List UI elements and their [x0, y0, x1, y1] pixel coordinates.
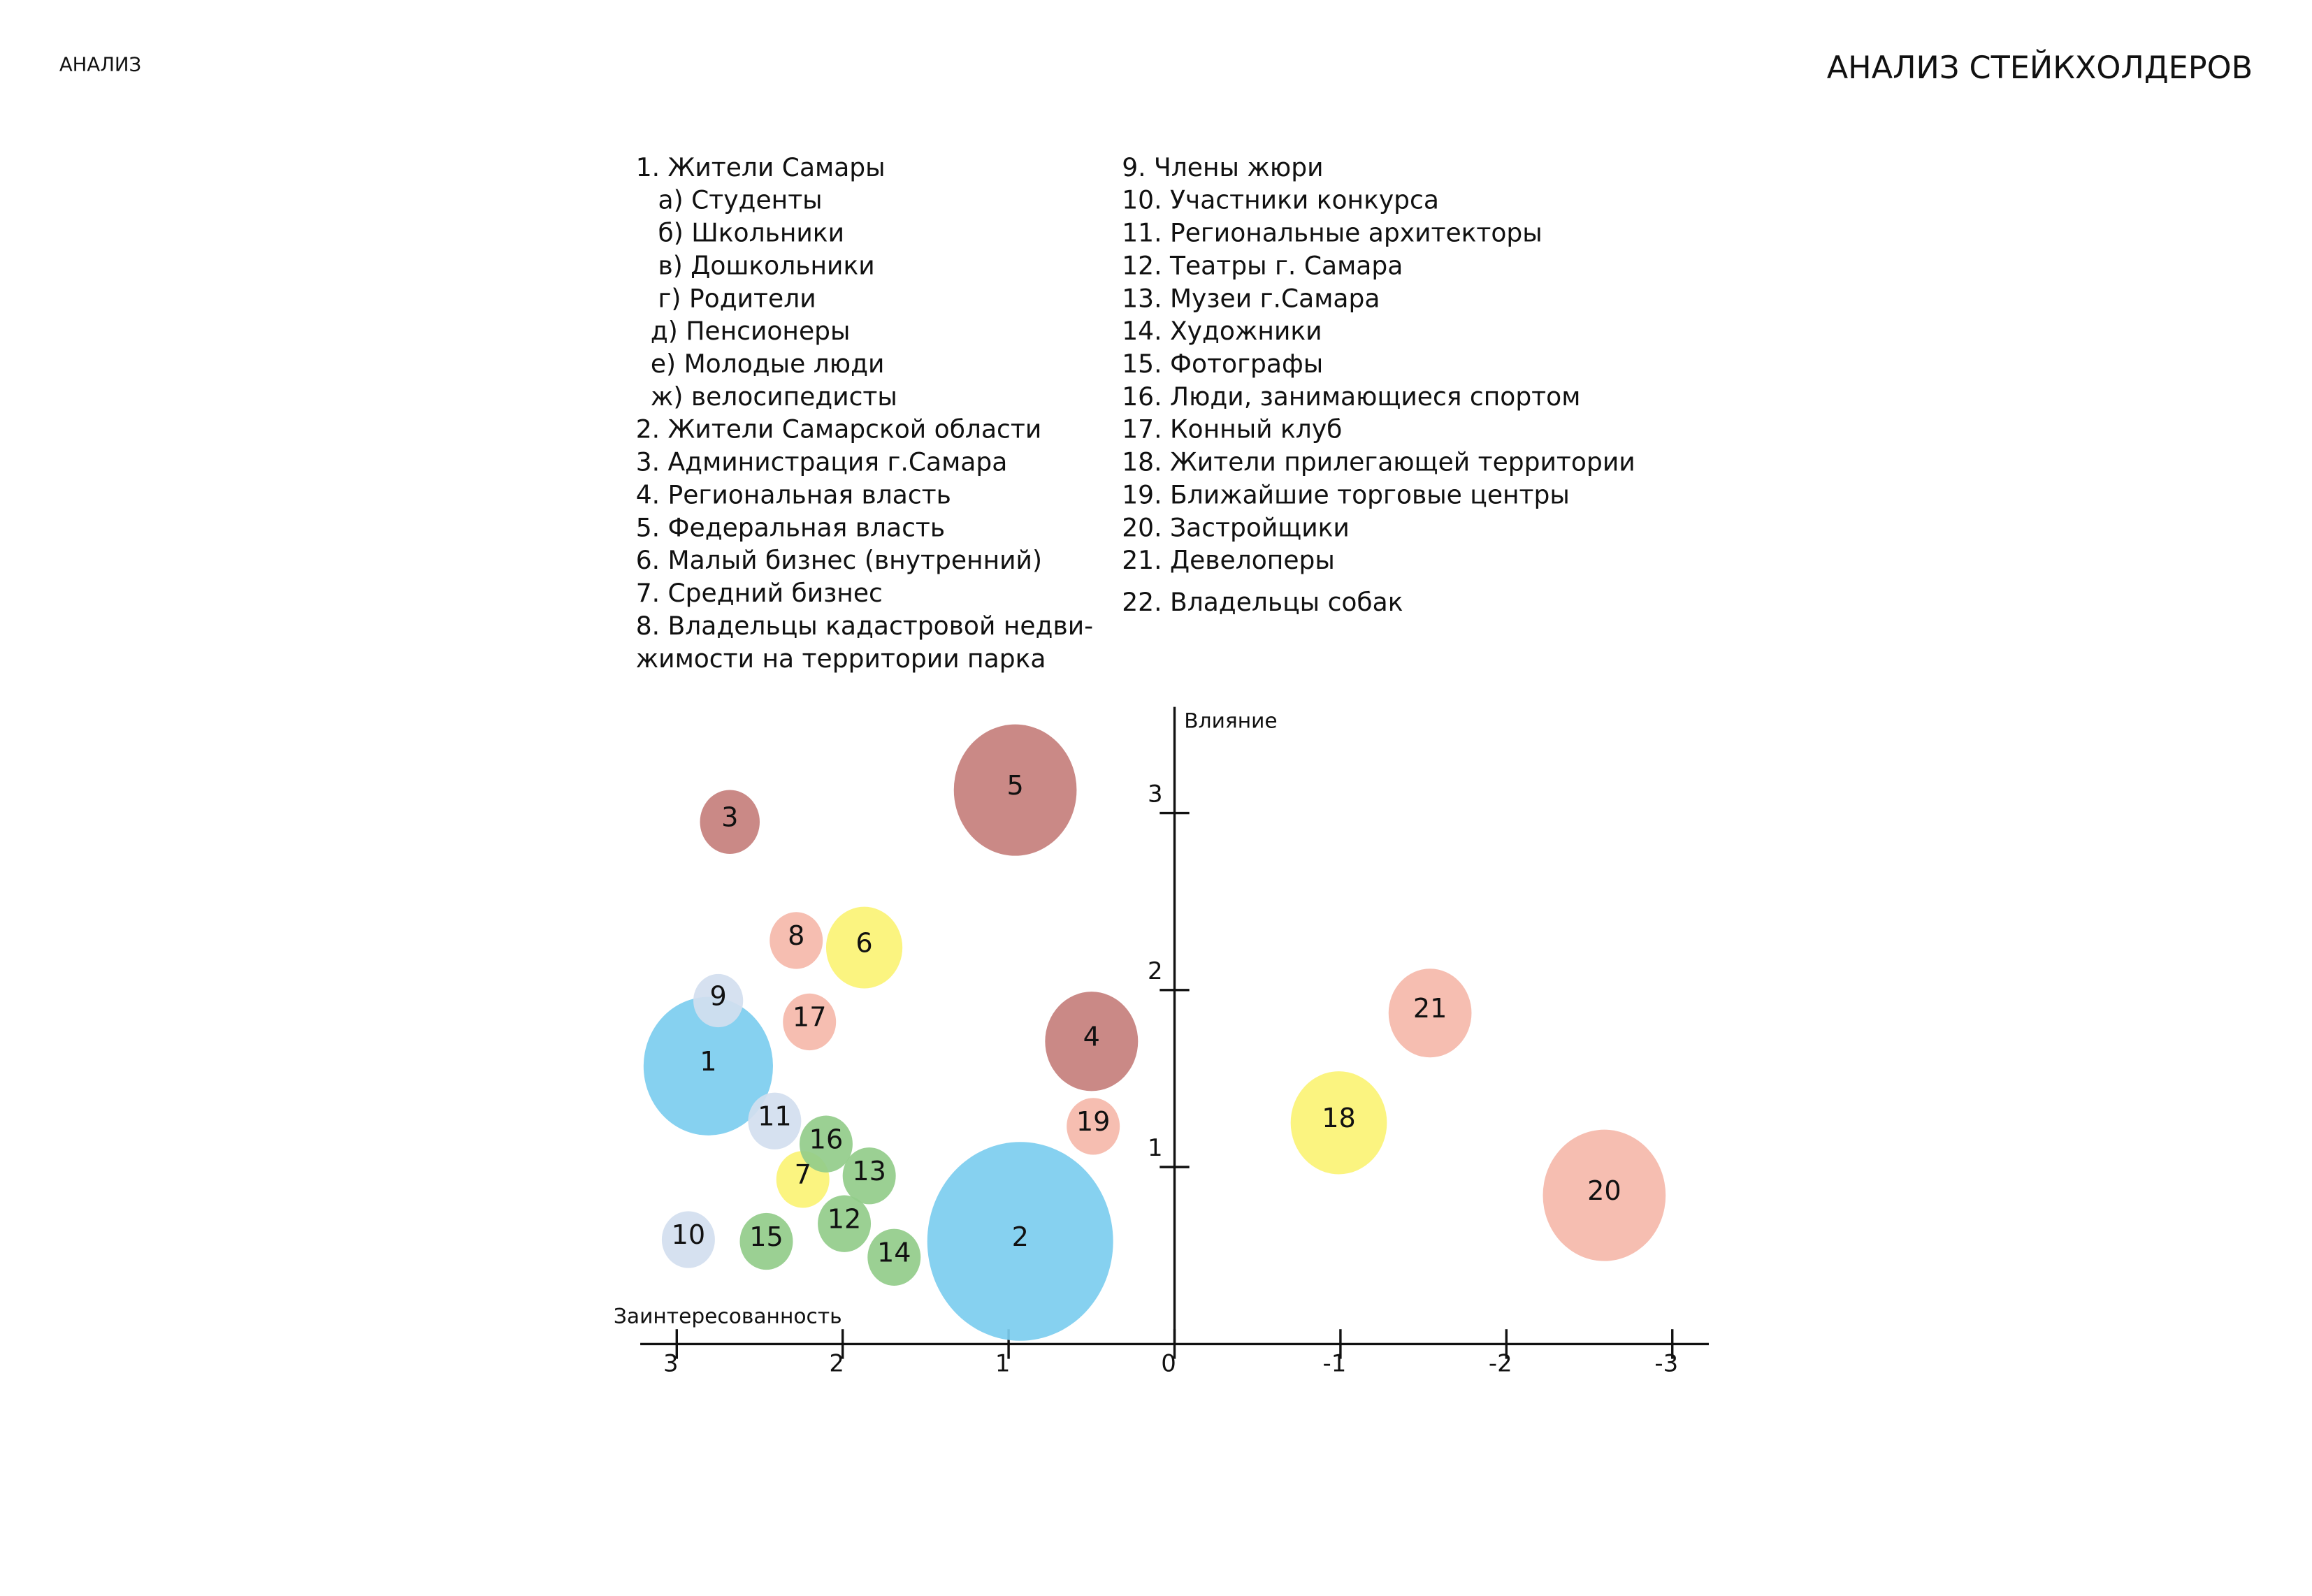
note-line: 15. Фотографы [1122, 350, 1323, 379]
bubble [867, 1228, 921, 1286]
x-tick-label: -3 [1654, 1350, 1678, 1377]
bubble-label: 14 [877, 1238, 911, 1268]
x-tick-label: 1 [995, 1350, 1011, 1377]
section-label: АНАЛИЗ [59, 53, 141, 75]
bubble-label: 15 [749, 1221, 783, 1252]
bubble-label: 4 [1083, 1022, 1100, 1052]
bubble [799, 1115, 853, 1173]
bubble [748, 1092, 802, 1149]
y-tick-label: 2 [1148, 957, 1163, 985]
note-line: 14. Художники [1122, 317, 1322, 346]
note-line: 19. Ближайшие торговые центры [1122, 481, 1570, 509]
note-line: 17. Конный клуб [1122, 416, 1342, 444]
x-axis-label: Заинтересованность [614, 1304, 842, 1328]
bubble [953, 724, 1077, 856]
note-line: ж) велосипедисты [651, 383, 897, 412]
x-tick-label: 3 [663, 1350, 679, 1377]
bubble [825, 906, 903, 989]
note-line: 2. Жители Самарской области [636, 416, 1042, 444]
note-line: жимости на территории парка [636, 645, 1046, 674]
bubble-label: 3 [721, 801, 738, 832]
note-line: 1. Жители Самары [636, 154, 886, 182]
note-line: 4. Региональная власть [636, 481, 951, 509]
x-tick-label: 0 [1161, 1350, 1176, 1377]
bubble [783, 993, 837, 1051]
bubble [643, 996, 773, 1136]
y-tick-label: 3 [1148, 781, 1163, 808]
bubble [739, 1212, 793, 1270]
bubble [842, 1147, 896, 1205]
x-tick-label: -2 [1489, 1350, 1512, 1377]
bubble-label: 5 [1006, 770, 1023, 801]
note-line: 22. Владельцы собак [1122, 588, 1403, 617]
y-tick-label: 1 [1148, 1134, 1163, 1161]
note-line: 21. Девелоперы [1122, 546, 1335, 575]
note-line: 16. Люди, занимающиеся спортом [1122, 383, 1580, 412]
bubble-label: 1 [700, 1046, 716, 1077]
x-tick-label: 2 [829, 1350, 844, 1377]
note-line: 10. Участники конкурса [1122, 187, 1439, 215]
bubble-label: 2 [1012, 1221, 1029, 1252]
note-line: д) Пенсионеры [651, 317, 851, 346]
note-line: г) Родители [658, 284, 816, 313]
note-line: 13. Музеи г.Самара [1122, 284, 1380, 313]
bubble-label: 16 [809, 1124, 844, 1154]
bubble-label: 7 [795, 1159, 811, 1190]
note-line: 8. Владельцы кадастровой недви- [636, 612, 1093, 641]
note-line: е) Молодые люди [651, 350, 885, 379]
note-line: в) Дошкольники [658, 252, 875, 280]
bubble-label: 9 [710, 980, 727, 1011]
bubble [927, 1142, 1113, 1341]
bubble [1045, 992, 1139, 1091]
note-line: 18. Жители прилегающей территории [1122, 449, 1635, 477]
x-tick-label: -1 [1323, 1350, 1347, 1377]
note-line: 7. Средний бизнес [636, 579, 883, 608]
note-line: 3. Администрация г.Самара [636, 449, 1008, 477]
note-line: а) Студенты [658, 187, 823, 215]
bubble [1067, 1098, 1120, 1155]
bubble-label: 21 [1413, 993, 1447, 1024]
bubble-label: 11 [758, 1101, 792, 1132]
note-line: 9. Члены жюри [1122, 154, 1323, 182]
bubble-label: 13 [852, 1156, 886, 1187]
bubble [1542, 1129, 1666, 1261]
bubble-label: 19 [1076, 1106, 1111, 1137]
bubble [700, 790, 760, 854]
bubble [1388, 969, 1472, 1058]
bubble [818, 1195, 872, 1252]
page-title: АНАЛИЗ СТЕЙКХОЛДЕРОВ [1827, 49, 2253, 86]
note-line: 6. Малый бизнес (внутренний) [636, 546, 1042, 575]
bubble [1290, 1071, 1387, 1175]
note-line: 5. Федеральная власть [636, 514, 945, 542]
bubble-label: 12 [828, 1203, 862, 1234]
bubble [770, 912, 823, 969]
y-axis-label: Влияние [1184, 708, 1277, 732]
bubble-label: 17 [793, 1002, 827, 1033]
note-line: б) Школьники [658, 219, 845, 248]
bubble [661, 1211, 715, 1268]
note-line: 20. Застройщики [1122, 514, 1350, 542]
bubble-label: 6 [855, 927, 872, 958]
bubble-label: 8 [788, 920, 804, 951]
bubble [693, 973, 744, 1028]
note-line: 11. Региональные архитекторы [1122, 219, 1542, 248]
note-line: 12. Театры г. Самара [1122, 252, 1403, 280]
bubble-label: 20 [1587, 1175, 1621, 1206]
bubble-label: 18 [1322, 1103, 1356, 1133]
bubble-label: 10 [672, 1219, 706, 1250]
